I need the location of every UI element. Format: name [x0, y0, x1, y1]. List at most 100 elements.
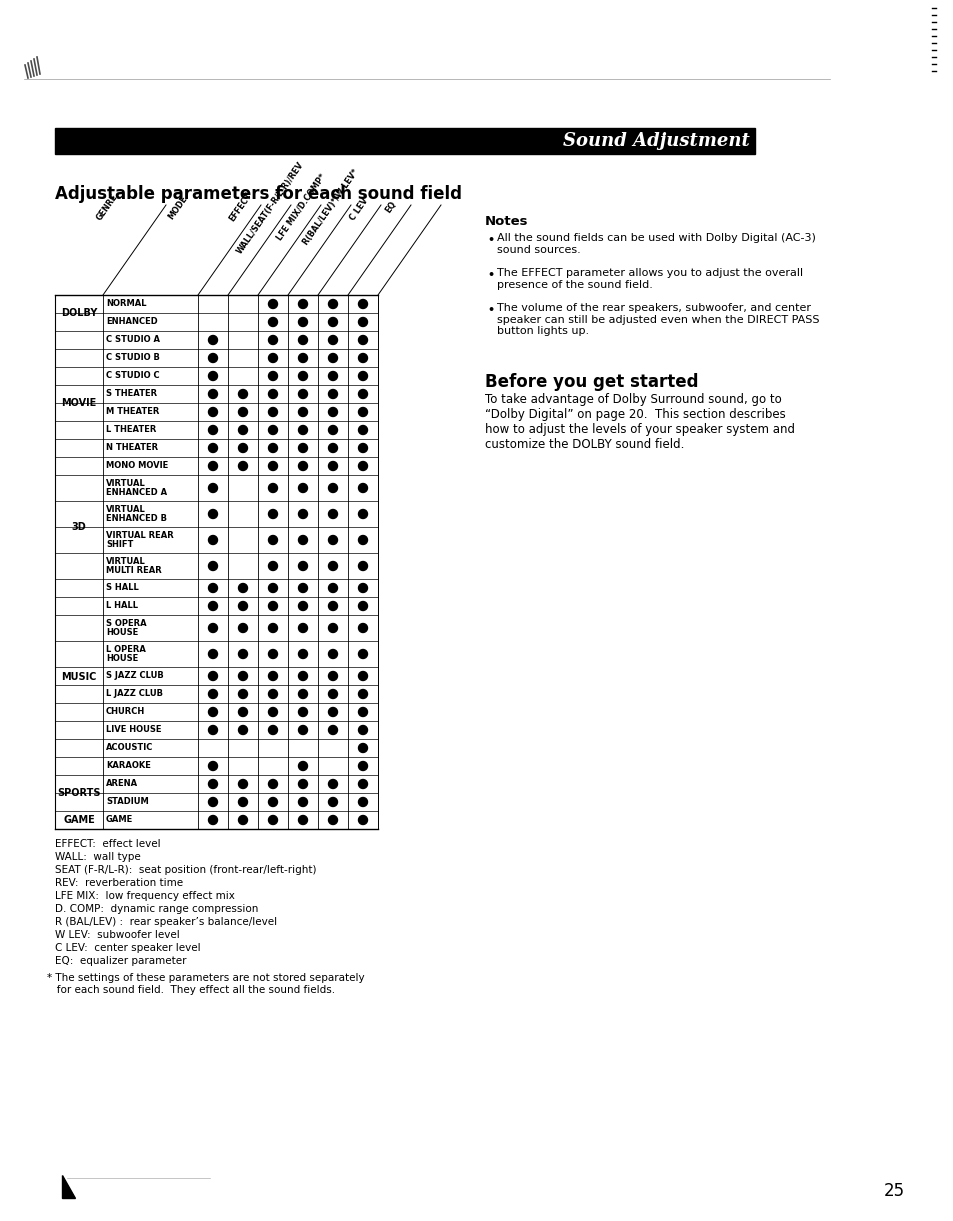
Text: NORMAL: NORMAL — [106, 299, 147, 309]
Circle shape — [238, 672, 247, 680]
Text: N THEATER: N THEATER — [106, 443, 158, 453]
Circle shape — [358, 371, 367, 381]
Circle shape — [298, 797, 307, 807]
Text: C LEV*: C LEV* — [348, 193, 373, 222]
Circle shape — [358, 690, 367, 698]
Circle shape — [209, 336, 217, 344]
Text: L OPERA
HOUSE: L OPERA HOUSE — [106, 645, 146, 663]
Circle shape — [268, 624, 277, 632]
Circle shape — [358, 725, 367, 735]
Text: DOLBY: DOLBY — [61, 308, 97, 317]
Circle shape — [268, 509, 277, 519]
Circle shape — [358, 484, 367, 492]
Circle shape — [268, 690, 277, 698]
Circle shape — [358, 602, 367, 610]
Circle shape — [238, 707, 247, 717]
Text: GAME: GAME — [106, 816, 133, 824]
Circle shape — [209, 779, 217, 789]
Circle shape — [238, 725, 247, 735]
Circle shape — [268, 725, 277, 735]
Text: VIRTUAL
MULTI REAR: VIRTUAL MULTI REAR — [106, 557, 162, 575]
Circle shape — [298, 443, 307, 453]
Circle shape — [238, 425, 247, 435]
Circle shape — [358, 443, 367, 453]
Circle shape — [268, 536, 277, 545]
Circle shape — [298, 389, 307, 398]
Text: * The settings of these parameters are not stored separately
   for each sound f: * The settings of these parameters are n… — [47, 973, 364, 995]
Circle shape — [238, 816, 247, 824]
Circle shape — [358, 354, 367, 363]
Circle shape — [268, 779, 277, 789]
Polygon shape — [62, 1175, 75, 1198]
Circle shape — [238, 690, 247, 698]
Text: The EFFECT parameter allows you to adjust the overall
presence of the sound fiel: The EFFECT parameter allows you to adjus… — [497, 267, 802, 289]
Text: C STUDIO A: C STUDIO A — [106, 336, 160, 344]
Circle shape — [268, 602, 277, 610]
Circle shape — [358, 562, 367, 570]
Circle shape — [298, 672, 307, 680]
Circle shape — [268, 317, 277, 326]
Text: L THEATER: L THEATER — [106, 425, 156, 435]
Text: M THEATER: M THEATER — [106, 408, 159, 416]
Text: LIVE HOUSE: LIVE HOUSE — [106, 725, 161, 735]
Circle shape — [298, 725, 307, 735]
Text: EQ: EQ — [383, 200, 397, 215]
Circle shape — [209, 797, 217, 807]
Circle shape — [238, 584, 247, 592]
Circle shape — [268, 672, 277, 680]
Circle shape — [328, 371, 337, 381]
Text: WALL/SEAT(F-R/L-R)/REV: WALL/SEAT(F-R/L-R)/REV — [235, 160, 306, 255]
Circle shape — [298, 408, 307, 416]
Text: MOVIE: MOVIE — [61, 398, 96, 408]
Circle shape — [328, 797, 337, 807]
Circle shape — [298, 536, 307, 545]
Text: S OPERA
HOUSE: S OPERA HOUSE — [106, 619, 147, 637]
Text: S THEATER: S THEATER — [106, 389, 157, 398]
Circle shape — [268, 299, 277, 309]
Text: SPORTS: SPORTS — [57, 788, 101, 799]
Circle shape — [328, 536, 337, 545]
Circle shape — [358, 744, 367, 752]
Circle shape — [328, 317, 337, 326]
Text: VIRTUAL REAR
SHIFT: VIRTUAL REAR SHIFT — [106, 531, 173, 549]
Circle shape — [238, 797, 247, 807]
Circle shape — [209, 690, 217, 698]
Text: Before you get started: Before you get started — [484, 372, 698, 391]
Circle shape — [328, 602, 337, 610]
Circle shape — [358, 425, 367, 435]
Text: WALL:  wall type: WALL: wall type — [55, 852, 141, 862]
Circle shape — [298, 484, 307, 492]
Text: VIRTUAL
ENHANCED A: VIRTUAL ENHANCED A — [106, 479, 167, 497]
Circle shape — [358, 536, 367, 545]
Circle shape — [358, 584, 367, 592]
Circle shape — [209, 725, 217, 735]
Circle shape — [298, 425, 307, 435]
Circle shape — [268, 408, 277, 416]
Circle shape — [328, 408, 337, 416]
Circle shape — [298, 371, 307, 381]
Circle shape — [209, 484, 217, 492]
Text: C LEV:  center speaker level: C LEV: center speaker level — [55, 943, 200, 954]
Circle shape — [268, 562, 277, 570]
Circle shape — [268, 797, 277, 807]
Text: S HALL: S HALL — [106, 584, 138, 592]
Circle shape — [298, 509, 307, 519]
Circle shape — [328, 354, 337, 363]
Circle shape — [209, 602, 217, 610]
Circle shape — [209, 371, 217, 381]
Circle shape — [328, 462, 337, 470]
Circle shape — [298, 562, 307, 570]
Bar — [55, 128, 754, 154]
Circle shape — [209, 425, 217, 435]
Circle shape — [238, 389, 247, 398]
Text: SEAT (F-R/L-R):  seat position (front-rear/left-right): SEAT (F-R/L-R): seat position (front-rea… — [55, 864, 316, 875]
Circle shape — [358, 672, 367, 680]
Text: LFE MIX:  low frequency effect mix: LFE MIX: low frequency effect mix — [55, 891, 234, 901]
Circle shape — [238, 779, 247, 789]
Circle shape — [358, 624, 367, 632]
Text: MUSIC: MUSIC — [61, 672, 96, 683]
Circle shape — [328, 725, 337, 735]
Circle shape — [328, 650, 337, 658]
Circle shape — [209, 354, 217, 363]
Circle shape — [238, 443, 247, 453]
